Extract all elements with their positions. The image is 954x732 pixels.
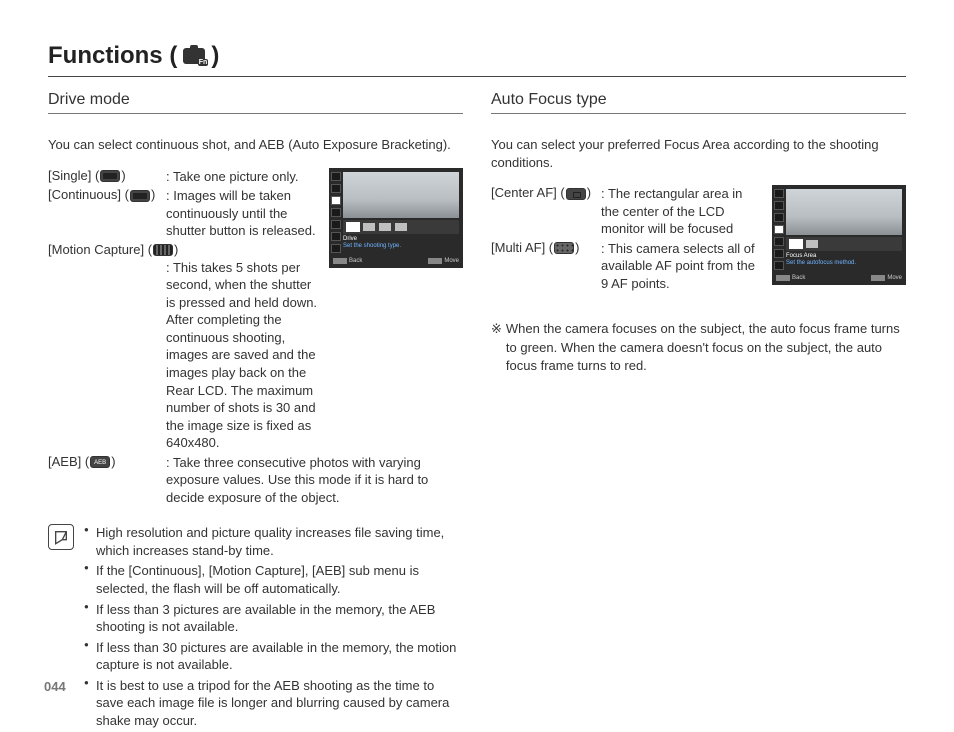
note-2: If the [Continuous], [Motion Capture], [… [84, 562, 463, 597]
body-multi-af: : This camera selects all of available A… [601, 240, 764, 293]
note-list: High resolution and picture quality incr… [84, 524, 463, 732]
lcd-footer-2: Back Move [776, 273, 902, 283]
drive-mode-intro: You can select continuous shot, and AEB … [48, 136, 463, 154]
left-column: Drive mode You can select continuous sho… [48, 91, 463, 732]
lcd-footer: Back Move [333, 256, 459, 266]
lcd2-move-label: Move [887, 275, 902, 281]
footnote-text: When the camera focuses on the subject, … [506, 320, 906, 375]
note-4: If less than 30 pictures are available i… [84, 639, 463, 674]
note-5: It is best to use a tripod for the AEB s… [84, 677, 463, 730]
lcd-option-bar-2 [786, 237, 902, 251]
note-box: High resolution and picture quality incr… [48, 524, 463, 732]
body-single: : Take one picture only. [166, 168, 299, 186]
continuous-icon [130, 190, 150, 202]
lcd-move-label: Move [444, 258, 459, 264]
lcd2-back-label: Back [792, 275, 805, 281]
af-heading: Auto Focus type [491, 91, 906, 114]
lcd2-caption-1: Focus Area [786, 253, 902, 260]
page-title: Functions ( Fn ) [48, 42, 906, 77]
lcd-caption-2: Set the shooting type. [343, 243, 459, 250]
title-suffix: ) [211, 42, 219, 70]
footnote-symbol: ※ [491, 320, 502, 375]
lcd-back-label: Back [349, 258, 362, 264]
term-motion: [Motion Capture] () [48, 242, 178, 257]
note-icon [48, 524, 74, 550]
lcd-image-area-2 [786, 189, 902, 235]
body-motion: : This takes 5 shots per second, when th… [166, 259, 321, 452]
lcd2-caption-2: Set the autofocus method. [786, 260, 902, 267]
af-definitions: Focus Area Set the autofocus method. Bac… [491, 185, 906, 292]
lcd-caption: Drive Set the shooting type. [343, 236, 459, 250]
note-3: If less than 3 pictures are available in… [84, 601, 463, 636]
body-aeb: : Take three consecutive photos with var… [166, 454, 463, 507]
lcd-caption-2g: Focus Area Set the autofocus method. [786, 253, 902, 267]
lcd-option-bar [343, 220, 459, 234]
lcd-side-icons-2 [774, 189, 784, 271]
drive-mode-definitions: Drive Set the shooting type. Back Move [… [48, 168, 463, 507]
right-column: Auto Focus type You can select your pref… [491, 91, 906, 732]
body-center-af: : The rectangular area in the center of … [601, 185, 764, 238]
term-multi-af: [Multi AF] () [491, 240, 601, 255]
camera-fn-icon: Fn [183, 48, 205, 64]
center-af-icon [566, 188, 586, 200]
drive-lcd-preview: Drive Set the shooting type. Back Move [329, 168, 463, 268]
af-intro: You can select your preferred Focus Area… [491, 136, 906, 171]
multi-af-icon [554, 242, 574, 254]
term-aeb: [AEB] () [48, 454, 166, 469]
aeb-icon [90, 456, 110, 468]
lcd-side-icons [331, 172, 341, 254]
page-number: 044 [44, 679, 66, 694]
body-continuous: : Images will be taken continuously unti… [166, 187, 321, 240]
motion-icon [153, 244, 173, 256]
lcd-caption-1: Drive [343, 236, 459, 243]
single-icon [100, 170, 120, 182]
af-footnote: ※ When the camera focuses on the subject… [491, 320, 906, 375]
note-1: High resolution and picture quality incr… [84, 524, 463, 559]
term-single: [Single] () [48, 168, 166, 183]
af-lcd-preview: Focus Area Set the autofocus method. Bac… [772, 185, 906, 285]
term-center-af: [Center AF] () [491, 185, 601, 200]
lcd-image-area [343, 172, 459, 218]
term-continuous: [Continuous] () [48, 187, 166, 202]
drive-mode-heading: Drive mode [48, 91, 463, 114]
title-prefix: Functions ( [48, 42, 177, 70]
